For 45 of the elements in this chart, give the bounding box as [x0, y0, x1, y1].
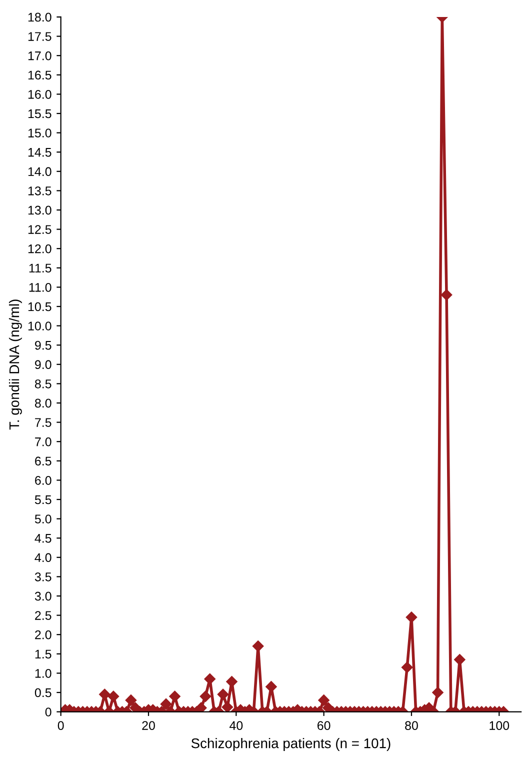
y-tick-label: 3.5 [34, 572, 52, 582]
y-tick-label: 4.5 [34, 534, 52, 543]
x-tick-label: 20 [142, 721, 155, 730]
y-tick-label: 18.0 [28, 12, 52, 22]
x-tick-label: 40 [229, 721, 243, 730]
y-tick-label: 15.0 [28, 128, 52, 138]
y-tick-label: 5.0 [34, 514, 52, 524]
y-tick-label: 9.0 [35, 360, 52, 370]
y-tick-label: 0 [45, 708, 52, 716]
x-tick-label: 100 [490, 721, 510, 730]
y-tick-label: 3.0 [34, 592, 52, 601]
y-tick-label: 7.0 [35, 437, 52, 446]
y-axis-title: T. gondii DNA (ng/ml) [8, 300, 22, 430]
y-tick-label: 6.0 [35, 476, 52, 485]
y-tick-label: 10.5 [28, 302, 52, 312]
y-tick-label: 0.5 [34, 688, 52, 698]
y-tick-label: 2.0 [35, 630, 52, 640]
y-tick-label: 14.5 [28, 148, 52, 157]
x-tick-label: 80 [405, 721, 418, 730]
y-tick-label: 13.0 [28, 206, 52, 215]
x-tick-label: 0 [58, 721, 64, 730]
y-tick-label: 2.5 [35, 611, 52, 620]
y-tick-label: 17.0 [28, 51, 52, 60]
y-tick-label: 12.5 [28, 225, 52, 234]
y-tick-label: 17.5 [28, 32, 52, 41]
y-tick-label: 8.5 [34, 379, 52, 388]
y-tick-label: 4.0 [34, 553, 52, 562]
y-tick-label: 11.5 [29, 264, 52, 273]
y-tick-label: 16.0 [28, 90, 52, 99]
y-tick-label: 8.0 [34, 398, 52, 408]
x-tick-label: 60 [318, 721, 330, 730]
y-tick-label: 12.0 [28, 244, 52, 254]
y-tick-label: 14.0 [28, 167, 52, 176]
y-tick-label: 15.5 [28, 109, 52, 118]
y-tick-label: 16.5 [28, 70, 52, 80]
y-tick-label: 1.0 [35, 668, 52, 678]
y-tick-label: 1.5 [35, 650, 52, 659]
y-tick-label: 13.5 [28, 186, 52, 196]
y-tick-label: 9.5 [35, 340, 52, 350]
y-tick-label: 10.0 [28, 322, 52, 330]
x-axis-title: Schizophrenia patients (n = 101) [191, 738, 390, 751]
y-tick-label: 6.5 [35, 456, 52, 466]
y-tick-label: 5.5 [34, 495, 52, 504]
y-tick-label: 11.0 [29, 282, 52, 292]
y-tick-label: 7.5 [35, 418, 52, 427]
